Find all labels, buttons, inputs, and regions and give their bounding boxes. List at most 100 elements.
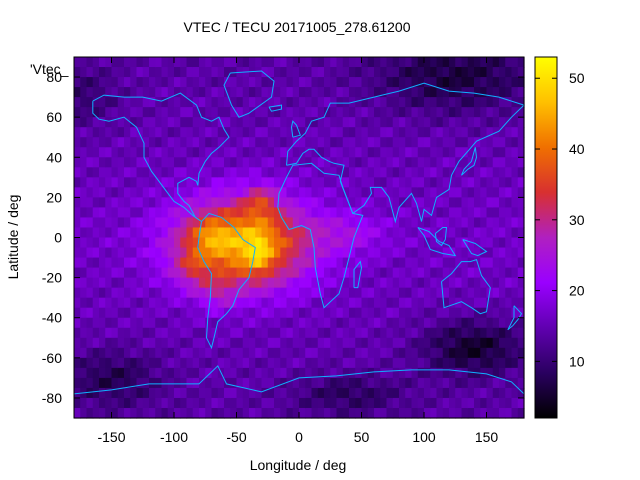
- heatmap-cell: [80, 397, 88, 409]
- heatmap-cell: [130, 187, 138, 198]
- heatmap-cell: [430, 267, 438, 279]
- heatmap-cell: [124, 87, 131, 98]
- heatmap-cell: [367, 77, 375, 88]
- heatmap-cell: [311, 387, 319, 399]
- heatmap-cell: [442, 117, 450, 128]
- heatmap-cell: [149, 247, 156, 259]
- heatmap-cell: [236, 217, 244, 229]
- heatmap-cell: [517, 127, 525, 138]
- heatmap-cell: [117, 127, 125, 138]
- heatmap-cell: [236, 197, 244, 209]
- heatmap-cell: [174, 267, 181, 279]
- heatmap-cell: [142, 177, 150, 188]
- heatmap-cell: [136, 267, 144, 279]
- heatmap-cell: [105, 307, 113, 319]
- heatmap-cell: [386, 97, 394, 108]
- heatmap-cell: [230, 77, 238, 88]
- heatmap-cell: [230, 207, 238, 219]
- heatmap-cell: [405, 227, 413, 239]
- heatmap-cell: [130, 397, 138, 409]
- heatmap-cell: [399, 217, 406, 229]
- heatmap-cell: [161, 77, 169, 88]
- heatmap-cell: [99, 107, 106, 118]
- heatmap-cell: [449, 307, 456, 319]
- heatmap-cell: [249, 367, 256, 379]
- heatmap-cell: [499, 297, 506, 309]
- heatmap-cell: [142, 67, 150, 78]
- heatmap-cell: [192, 277, 200, 289]
- heatmap-cell: [274, 327, 281, 339]
- heatmap-cell: [242, 97, 250, 108]
- heatmap-cell: [92, 87, 100, 98]
- heatmap-cell: [417, 167, 425, 178]
- heatmap-cell: [80, 337, 88, 349]
- heatmap-cell: [161, 347, 169, 359]
- heatmap-cell: [161, 227, 169, 239]
- heatmap-cell: [174, 57, 181, 68]
- heatmap-cell: [280, 367, 288, 379]
- heatmap-cell: [311, 337, 319, 349]
- heatmap-cell: [330, 97, 338, 108]
- heatmap-cell: [349, 117, 356, 128]
- heatmap-cell: [436, 107, 444, 118]
- heatmap-cell: [499, 67, 506, 78]
- heatmap-cell: [117, 307, 125, 319]
- heatmap-cell: [274, 147, 281, 158]
- heatmap-cell: [361, 57, 369, 68]
- heatmap-cell: [324, 57, 331, 68]
- heatmap-cell: [374, 187, 381, 198]
- heatmap-cell: [480, 77, 488, 88]
- heatmap-cell: [261, 67, 269, 78]
- heatmap-cell: [130, 127, 138, 138]
- heatmap-cell: [186, 337, 194, 349]
- heatmap-cell: [330, 407, 338, 419]
- heatmap-cell: [274, 117, 281, 128]
- heatmap-cell: [92, 57, 100, 68]
- heatmap-cell: [192, 147, 200, 158]
- heatmap-cell: [174, 177, 181, 188]
- heatmap-cell: [249, 407, 256, 419]
- heatmap-cell: [192, 197, 200, 209]
- heatmap-cell: [267, 237, 275, 249]
- heatmap-cell: [455, 197, 463, 209]
- heatmap-cell: [217, 287, 225, 299]
- heatmap-cell: [380, 77, 388, 88]
- heatmap-cell: [517, 197, 525, 209]
- heatmap-cell: [486, 277, 494, 289]
- heatmap-cell: [424, 327, 431, 339]
- heatmap-cell: [217, 237, 225, 249]
- heatmap-cell: [305, 327, 313, 339]
- heatmap-cell: [199, 367, 206, 379]
- heatmap-cell: [474, 347, 481, 359]
- heatmap-cell: [180, 147, 188, 158]
- heatmap-cell: [142, 97, 150, 108]
- heatmap-cell: [461, 257, 469, 269]
- heatmap-cell: [399, 347, 406, 359]
- heatmap-cell: [299, 127, 306, 138]
- heatmap-cell: [99, 207, 106, 219]
- heatmap-cell: [242, 297, 250, 309]
- heatmap-cell: [311, 127, 319, 138]
- heatmap-cell: [117, 217, 125, 229]
- heatmap-cell: [499, 137, 506, 148]
- iceland-outline: [268, 104, 282, 112]
- heatmap-cell: [399, 297, 406, 309]
- heatmap-cell: [374, 337, 381, 349]
- heatmap-cell: [349, 407, 356, 419]
- heatmap-cell: [280, 167, 288, 178]
- heatmap-cell: [311, 117, 319, 128]
- heatmap-cell: [467, 327, 475, 339]
- heatmap-cell: [192, 167, 200, 178]
- heatmap-cell: [180, 257, 188, 269]
- heatmap-cell: [267, 127, 275, 138]
- heatmap-cell: [386, 67, 394, 78]
- heatmap-cell: [280, 157, 288, 168]
- heatmap-cell: [99, 387, 106, 399]
- heatmap-cell: [492, 167, 500, 178]
- heatmap-cell: [149, 67, 156, 78]
- heatmap-cell: [80, 87, 88, 98]
- heatmap-cell: [161, 97, 169, 108]
- heatmap-cell: [274, 197, 281, 209]
- heatmap-cell: [380, 247, 388, 259]
- heatmap-cell: [455, 387, 463, 399]
